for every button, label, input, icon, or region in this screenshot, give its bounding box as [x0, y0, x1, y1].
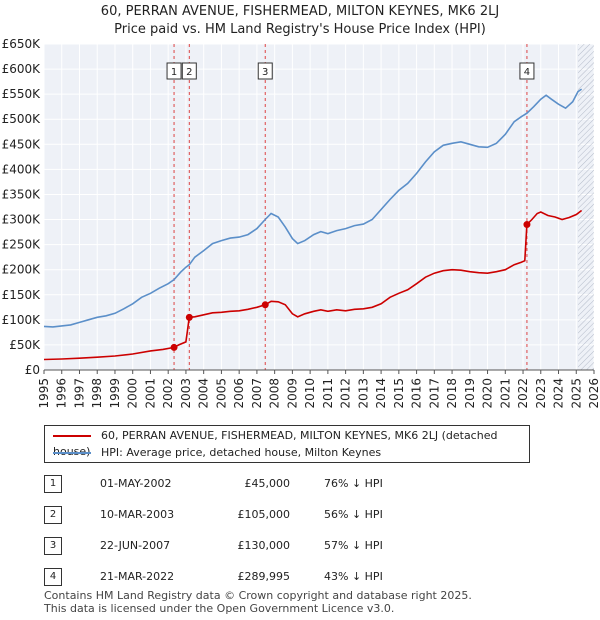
y-tick-label: £550K [2, 87, 42, 101]
transaction-date: 10-MAR-2003 [100, 508, 175, 521]
x-tick-label: 2018 [445, 378, 459, 409]
y-tick-label: £400K [2, 162, 42, 176]
x-tick-label: 2010 [303, 378, 317, 409]
y-tick-label: £100K [2, 313, 42, 327]
hpi-line [43, 88, 583, 328]
transaction-date: 21-MAR-2022 [100, 570, 175, 583]
transaction-price: £105,000 [237, 508, 291, 521]
chart-legend: 60, PERRAN AVENUE, FISHERMEAD, MILTON KE… [44, 425, 530, 463]
x-tick-label: 2019 [463, 378, 477, 409]
footer-copyright: Contains HM Land Registry data © Crown c… [44, 589, 472, 602]
transaction-label-box [257, 62, 273, 80]
y-tick-label: £300K [2, 213, 42, 227]
transaction-point [170, 343, 178, 351]
x-tick-label: 2002 [161, 378, 175, 409]
blue-line-swatch [53, 452, 91, 454]
chart-title: 60, PERRAN AVENUE, FISHERMEAD, MILTON KE… [100, 4, 500, 19]
transaction-point [185, 313, 193, 321]
transaction-label-box [181, 62, 197, 80]
transaction-number: 1 [44, 474, 62, 493]
transaction-hpi: 43% ↓ HPI [324, 570, 383, 583]
x-tick-label: 2011 [321, 378, 335, 409]
y-tick-label: £250K [2, 238, 42, 252]
x-tick-label: 2016 [410, 378, 424, 409]
transaction-label: 3 [262, 67, 268, 78]
x-tick-label: 1996 [55, 378, 69, 409]
y-tick-label: £150K [2, 288, 42, 302]
transaction-price: £45,000 [244, 477, 291, 490]
y-tick-label: £350K [2, 187, 42, 201]
y-tick-label: £0 [25, 363, 40, 377]
x-tick-label: 1998 [90, 378, 104, 409]
x-tick-label: 2015 [392, 378, 406, 409]
footer-license: This data is licensed under the Open Gov… [44, 602, 395, 615]
transaction-label: 1 [171, 67, 177, 78]
y-tick-label: £650K [2, 37, 42, 51]
transaction-label: 4 [524, 67, 530, 78]
x-tick-label: 2006 [232, 378, 246, 409]
transaction-label: 2 [186, 67, 192, 78]
transaction-number: 4 [44, 567, 62, 586]
y-tick-label: £600K [2, 62, 42, 76]
transaction-label-box [166, 62, 182, 80]
x-tick-label: 2000 [126, 378, 140, 409]
x-tick-label: 2008 [268, 378, 282, 409]
table-row: 2 10-MAR-2003 £105,000 56% ↓ HPI [44, 499, 383, 530]
transaction-date: 01-MAY-2002 [100, 477, 172, 490]
x-tick-label: 2022 [516, 378, 530, 409]
forecast-region [578, 44, 594, 370]
y-tick-label: £50K [9, 338, 41, 352]
transactions-table: 1 01-MAY-2002 £45,000 76% ↓ HPI 2 10-MAR… [44, 468, 383, 592]
y-tick-label: £450K [2, 137, 42, 151]
x-tick-label: 1999 [108, 378, 122, 409]
transaction-price: £289,995 [237, 570, 291, 583]
y-tick-label: £500K [2, 112, 42, 126]
table-row: 4 21-MAR-2022 £289,995 43% ↓ HPI [44, 561, 383, 592]
transaction-number: 3 [44, 536, 62, 555]
price-chart: 1 2 3 4 £0 £50K £100K £150K £200K £250K £300K £350K… [2, 37, 600, 409]
transaction-point [261, 301, 269, 309]
x-tick-label: 2005 [214, 378, 228, 409]
table-row: 3 22-JUN-2007 £130,000 57% ↓ HPI [44, 530, 383, 561]
x-tick-label: 2023 [534, 378, 548, 409]
transaction-hpi: 57% ↓ HPI [324, 539, 383, 552]
transaction-hpi: 56% ↓ HPI [324, 508, 383, 521]
transaction-price: £130,000 [237, 539, 291, 552]
x-tick-label: 2024 [552, 378, 566, 409]
red-line-swatch [53, 435, 91, 437]
transaction-hpi: 76% ↓ HPI [324, 477, 383, 490]
x-tick-label: 2014 [374, 378, 388, 409]
x-tick-label: 1997 [72, 378, 86, 409]
x-tick-label: 2013 [356, 378, 370, 409]
legend-hpi: HPI: Average price, detached house, Milt… [53, 445, 381, 461]
transaction-number: 2 [44, 505, 62, 524]
chart-subtitle: Price paid vs. HM Land Registry's House … [114, 22, 486, 37]
property-price-line [43, 209, 583, 361]
transaction-date: 22-JUN-2007 [100, 539, 171, 552]
x-tick-label: 2007 [250, 378, 264, 409]
x-tick-label: 2020 [481, 378, 495, 409]
footer: Contains HM Land Registry data © Crown c… [44, 589, 472, 615]
x-tick-label: 2017 [427, 378, 441, 409]
transaction-label-box [519, 62, 535, 80]
x-tick-label: 2021 [498, 378, 512, 409]
plot-background [44, 44, 594, 370]
x-tick-label: 2001 [143, 378, 157, 409]
table-row: 1 01-MAY-2002 £45,000 76% ↓ HPI [44, 468, 383, 499]
y-tick-label: £200K [2, 263, 42, 277]
x-tick-label: 2004 [197, 378, 211, 409]
transaction-point [523, 221, 531, 229]
x-tick-label: 2003 [179, 378, 193, 409]
legend-property: 60, PERRAN AVENUE, FISHERMEAD, MILTON KE… [53, 429, 498, 458]
x-tick-label: 1995 [37, 378, 51, 409]
x-tick-label: 2026 [587, 378, 600, 409]
x-tick-label: 2009 [285, 378, 299, 409]
x-tick-label: 2012 [339, 378, 353, 409]
x-tick-label: 2025 [569, 378, 583, 409]
